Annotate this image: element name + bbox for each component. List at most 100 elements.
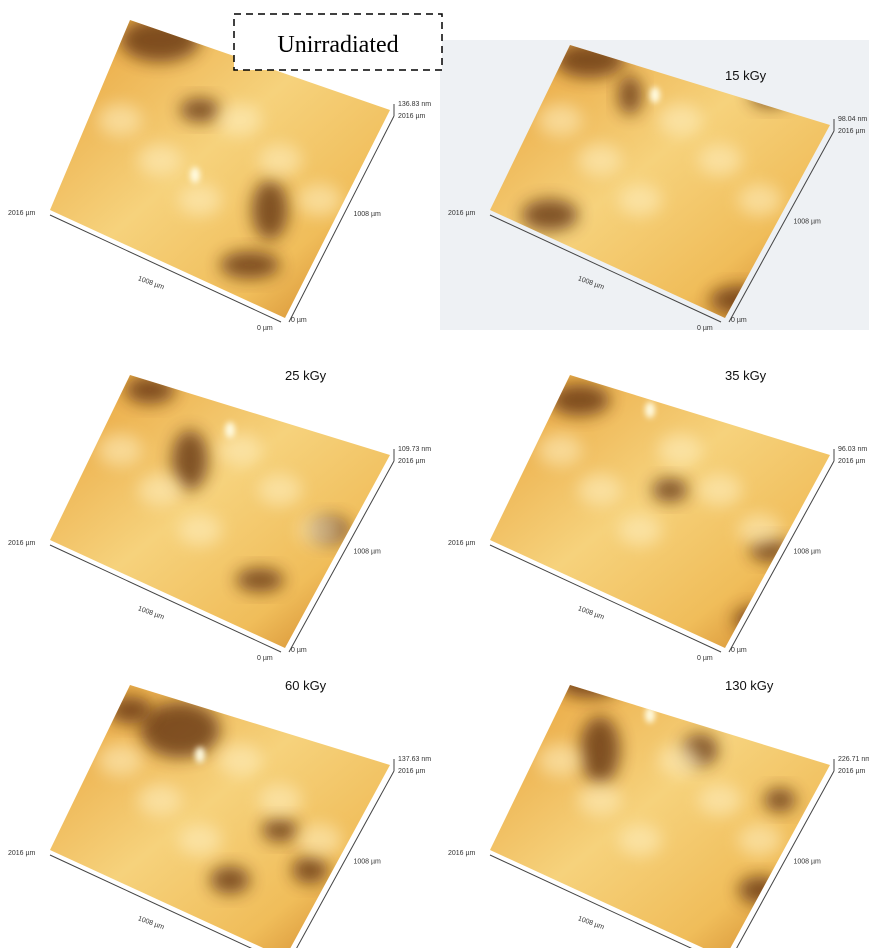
light-region [698,474,742,506]
light-region [618,184,662,216]
dark-region [652,478,688,502]
axis-label: 2016 µm [398,458,426,465]
light-region [658,104,702,136]
dark-region [180,98,220,122]
light-region [578,784,622,816]
axis-label: 2016 µm [8,210,36,217]
afm-panel: 226.71 nm2016 µm2016 µm1008 µm1008 µm0 µ… [448,662,869,948]
axis-label: 0 µm [291,647,307,654]
dark-region [262,818,298,842]
light-region [138,144,182,176]
panel-title: 130 kGy [725,678,774,693]
axis-label: 0 µm [697,655,713,662]
figure: 136.83 nm 2016 µm 2016 µm 1008 µm 1008 µm 0 µ… [0,0,869,948]
axis-label: 136.83 nm [398,101,431,108]
particle [195,747,205,763]
light-region [178,824,222,856]
axis-label: 0 µm [731,647,747,654]
light-region [98,434,142,466]
light-region [218,434,262,466]
dark-region [738,876,782,904]
dark-region [734,606,786,634]
dark-region [140,702,220,758]
light-region [538,434,582,466]
light-region [258,474,302,506]
axis-label: 0 µm [697,325,713,332]
light-region [618,824,662,856]
surface [50,685,390,948]
light-region [698,784,742,816]
axis-label: 1008 µm [137,915,165,931]
axis-label: 137.63 nm [398,756,431,763]
surface [490,375,830,648]
afm-panel: 109.73 nm 2016 µm 2016 µm 1008 µm 1008 µm 0 µ… [8,368,431,662]
axis-label: 1008 µm [354,859,382,866]
panel-title: Unirradiated [277,32,398,58]
light-region [618,514,662,546]
light-region [138,784,182,816]
dark-region [522,199,578,231]
dark-region [125,376,175,404]
panel-title: 60 kGy [285,678,327,693]
axis-label: 109.73 nm [398,446,431,453]
panel-title: 25 kGy [285,368,327,383]
light-region [658,744,702,776]
axis-label: 2016 µm [838,128,866,135]
axis-label: 1008 µm [137,275,165,291]
light-region [258,784,302,816]
axis-label: 1008 µm [137,605,165,621]
light-region [538,104,582,136]
particle [645,707,655,723]
light-region [298,514,342,546]
light-region [138,474,182,506]
particle [650,87,660,103]
axis-label: 0 µm [291,317,307,324]
surface [490,685,830,948]
axis-label: 2016 µm [8,540,36,547]
axis-label: 0 µm [731,317,747,324]
light-region [698,144,742,176]
dark-region [580,716,620,784]
light-region [538,744,582,776]
page: 136.83 nm 2016 µm 2016 µm 1008 µm 1008 µm 0 µ… [0,0,869,948]
axis-label: 2016 µm [838,458,866,465]
axis-label: 1008 µm [354,211,382,218]
axis-label: 1008 µm [577,915,605,931]
light-region [98,744,142,776]
light-region [258,144,302,176]
panel-title: 35 kGy [725,368,767,383]
dark-region [556,662,624,698]
light-region [178,514,222,546]
axis-label: 1008 µm [794,219,822,226]
light-region [738,184,782,216]
particle [190,167,200,183]
dark-region [764,788,796,812]
axis-label: 2016 µm [448,850,476,857]
light-region [658,434,702,466]
dark-region [236,568,284,592]
light-region [578,474,622,506]
axis-label: 1008 µm [794,549,822,556]
axis-label: 2016 µm [448,210,476,217]
surface [50,375,390,648]
afm-panel: 136.83 nm2016 µm2016 µm1008 µm1008 µm0 µ… [8,14,442,332]
axis-label: 2016 µm [398,768,426,775]
axis-label: 2016 µm [8,850,36,857]
light-region [738,514,782,546]
light-region [218,744,262,776]
light-region [578,144,622,176]
dark-region [210,866,250,894]
axis-label: 1008 µm [354,549,382,556]
axis-label: 1008 µm [577,605,605,621]
dark-region [252,180,288,240]
axis-label: 226.71 nm [838,756,869,763]
light-region [178,184,222,216]
axis-label: 0 µm [257,325,273,332]
dark-region [108,696,152,724]
dark-region [292,856,328,884]
axis-label: 0 µm [257,655,273,662]
particle [225,422,235,438]
dark-region [120,18,200,62]
light-region [98,104,142,136]
